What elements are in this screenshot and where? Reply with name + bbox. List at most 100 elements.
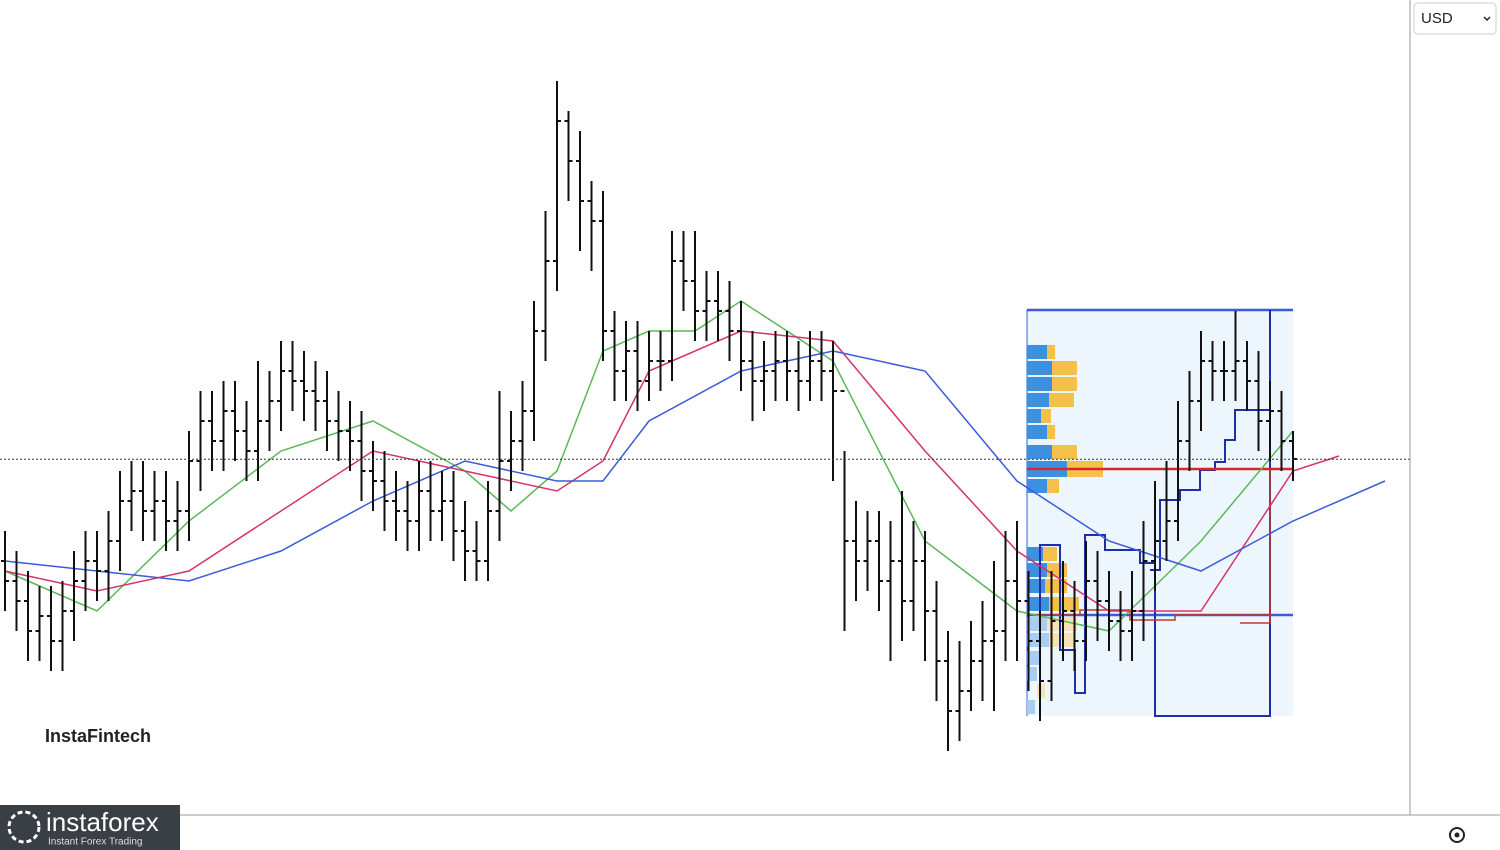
- ohlc-bar: [1139, 521, 1148, 641]
- ohlc-bar: [472, 521, 481, 581]
- ohlc-bar: [990, 561, 998, 711]
- vp-bar: [1027, 377, 1052, 391]
- ohlc-bar: [1013, 521, 1021, 661]
- ohlc-bar: [254, 361, 262, 481]
- ohlc-bar: [955, 641, 964, 741]
- ohlc-bar: [599, 191, 607, 361]
- ohlc-bar: [311, 361, 320, 431]
- vp-bar: [1027, 345, 1047, 359]
- vp-bar: [1052, 445, 1077, 459]
- ohlc-bar: [1277, 391, 1286, 471]
- ohlc-bar: [277, 341, 285, 431]
- ohlc-bar: [1254, 351, 1263, 451]
- vp-bar: [1047, 425, 1055, 439]
- ohlc-bar: [610, 311, 619, 401]
- ohlc-bar: [1105, 571, 1113, 651]
- ohlc-bar: [691, 231, 699, 341]
- vp-bar: [1041, 409, 1051, 423]
- vp-bar: [1027, 563, 1047, 577]
- ohlc-bar: [24, 571, 32, 661]
- ohlc-bar: [1174, 401, 1182, 541]
- ohlc-bar: [875, 511, 883, 611]
- brand-logo: [7, 810, 41, 844]
- ohlc-bar: [334, 391, 343, 461]
- vp-bar: [1027, 651, 1041, 665]
- ohlc-bar: [1128, 571, 1136, 661]
- ohlc-bar: [150, 471, 159, 541]
- ohlc-bar: [1047, 571, 1056, 701]
- ohlc-bar: [58, 581, 67, 671]
- ohlc-bar: [196, 391, 205, 491]
- currency-select[interactable]: [1413, 2, 1497, 35]
- ohlc-bar: [1231, 311, 1240, 401]
- vp-bar: [1049, 393, 1074, 407]
- ohlc-bar: [944, 631, 952, 751]
- ohlc-bar: [1151, 481, 1159, 591]
- ohlc-bar: [35, 586, 44, 661]
- ohlc-bar: [541, 211, 550, 361]
- settings-icon[interactable]: [1449, 827, 1465, 843]
- ohlc-bar: [909, 521, 918, 631]
- watermark-box: [35, 700, 170, 760]
- vp-bar: [1027, 700, 1035, 714]
- ohlc-bar: [1208, 341, 1217, 401]
- ohlc-bar: [1024, 571, 1033, 691]
- vp-bar: [1027, 667, 1037, 681]
- ohlc-bar: [1082, 541, 1090, 661]
- ohlc-bar: [829, 341, 837, 481]
- ohlc-bar: [702, 271, 711, 341]
- ohlc-bar: [530, 301, 538, 441]
- ohlc-bar: [852, 501, 860, 601]
- ohlc-bar: [392, 471, 400, 541]
- ohlc-bar: [863, 511, 872, 591]
- ohlc-bar: [1070, 581, 1079, 671]
- ohlc-bar: [438, 471, 446, 541]
- vp-bar: [1027, 445, 1052, 459]
- step-line: [1030, 470, 1271, 624]
- ohlc-bar: [403, 481, 412, 551]
- ohlc-bar: [380, 451, 389, 531]
- ohlc-bar: [1036, 611, 1044, 721]
- ohlc-bar: [346, 401, 354, 471]
- ohlc-bar: [553, 81, 561, 291]
- ohlc-bar: [173, 481, 182, 551]
- ohlc-bar: [748, 331, 757, 421]
- vp-bar: [1027, 479, 1047, 493]
- watermark: InstaFintech: [45, 726, 151, 746]
- ohlc-bar: [587, 181, 596, 271]
- ohlc-bar: [679, 231, 688, 311]
- ohlc-bar: [265, 371, 274, 451]
- ohlc-bar: [725, 281, 734, 361]
- ohlc-bar: [104, 511, 113, 601]
- ohlc-bar: [564, 111, 573, 201]
- ohlc-bar: [1059, 561, 1067, 661]
- ohlc-bar: [1197, 331, 1205, 431]
- ohlc-bar: [93, 531, 101, 601]
- ohlc-bar: [794, 341, 803, 411]
- ohlc-bar: [70, 551, 78, 641]
- chevron: [1483, 16, 1491, 22]
- ohlc-bar: [783, 331, 791, 401]
- ohlc-bar: [81, 531, 90, 611]
- ohlc-bar: [139, 461, 147, 541]
- ohlc-bar: [242, 401, 251, 481]
- ohlc-bar: [817, 331, 826, 401]
- ohlc-bar: [737, 301, 745, 391]
- vp-bar: [1027, 579, 1045, 593]
- ohlc-bar: [921, 531, 929, 661]
- ohlc-bar: [484, 481, 492, 581]
- ohlc-bar: [806, 331, 814, 401]
- ohlc-bar: [116, 471, 124, 571]
- ohlc-bar: [518, 381, 527, 471]
- ohlc-bar: [576, 131, 584, 251]
- ohlc-bar: [967, 621, 975, 711]
- brand-name: instaforex: [46, 807, 159, 837]
- ohlc-bar: [323, 371, 331, 451]
- step-line: [1039, 310, 1271, 717]
- ohlc-bar: [898, 491, 906, 641]
- ohlc-bar: [288, 341, 297, 411]
- price-bars: [1, 81, 1297, 751]
- ohlc-bar: [495, 391, 504, 541]
- ohlc-bar: [300, 351, 308, 421]
- ohlc-bar: [369, 441, 377, 511]
